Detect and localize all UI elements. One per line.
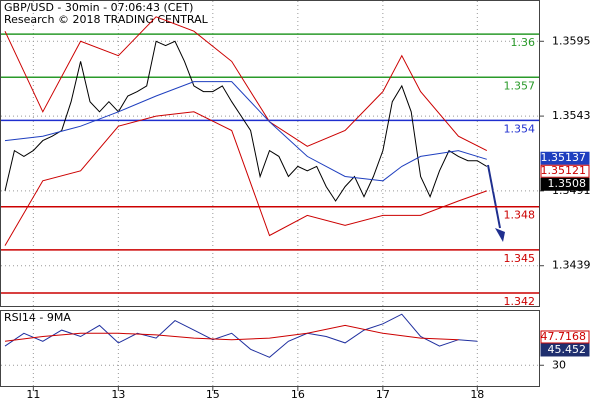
rsi-title: RSI14 - 9MA [4,311,71,324]
price-tag-label: 47.7168 [541,330,587,343]
price-line [4,40,488,202]
level-label: 1.345 [504,252,536,265]
level-label: 1.357 [504,79,536,92]
x-tick-label: 11 [26,388,40,400]
level-label: 1.342 [504,295,536,308]
price-tag [540,151,590,165]
y-tick-label: 30 [552,358,566,371]
indicator-line [4,324,459,342]
indicator-line [4,81,487,182]
price-tag [540,330,590,344]
indicator-line [4,313,478,358]
chart-title: GBP/USD - 30min - 07:06:43 (CET) [4,1,193,14]
x-tick-label: 18 [470,388,484,400]
level-label: 1.348 [504,209,536,222]
y-tick-label: 1.3543 [552,109,590,122]
x-tick-label: 15 [206,388,220,400]
price-tag-label: 1.35121 [541,164,587,177]
level-label: 1.36 [511,36,536,49]
forecast-arrow [487,164,501,229]
price-panel [0,0,540,307]
indicator-line [4,16,488,152]
chart-subtitle: Research © 2018 TRADING CENTRAL [4,13,209,26]
x-tick-label: 17 [376,388,390,400]
price-tag-label: 1.35137 [541,151,587,164]
x-tick-label: 16 [291,388,305,400]
price-tag [540,343,590,357]
level-label: 1.354 [504,122,536,135]
y-tick-label: 1.3439 [552,259,590,272]
rsi-panel [0,310,540,387]
price-tag [540,177,590,191]
price-tag-label: 45.452 [548,343,587,356]
x-tick-label: 13 [111,388,125,400]
indicator-line [4,111,487,246]
y-tick-label: 1.3595 [552,34,590,47]
price-tag-label: 1.3508 [548,177,587,190]
forecast-arrow-head [495,228,505,242]
price-tag [540,164,590,178]
